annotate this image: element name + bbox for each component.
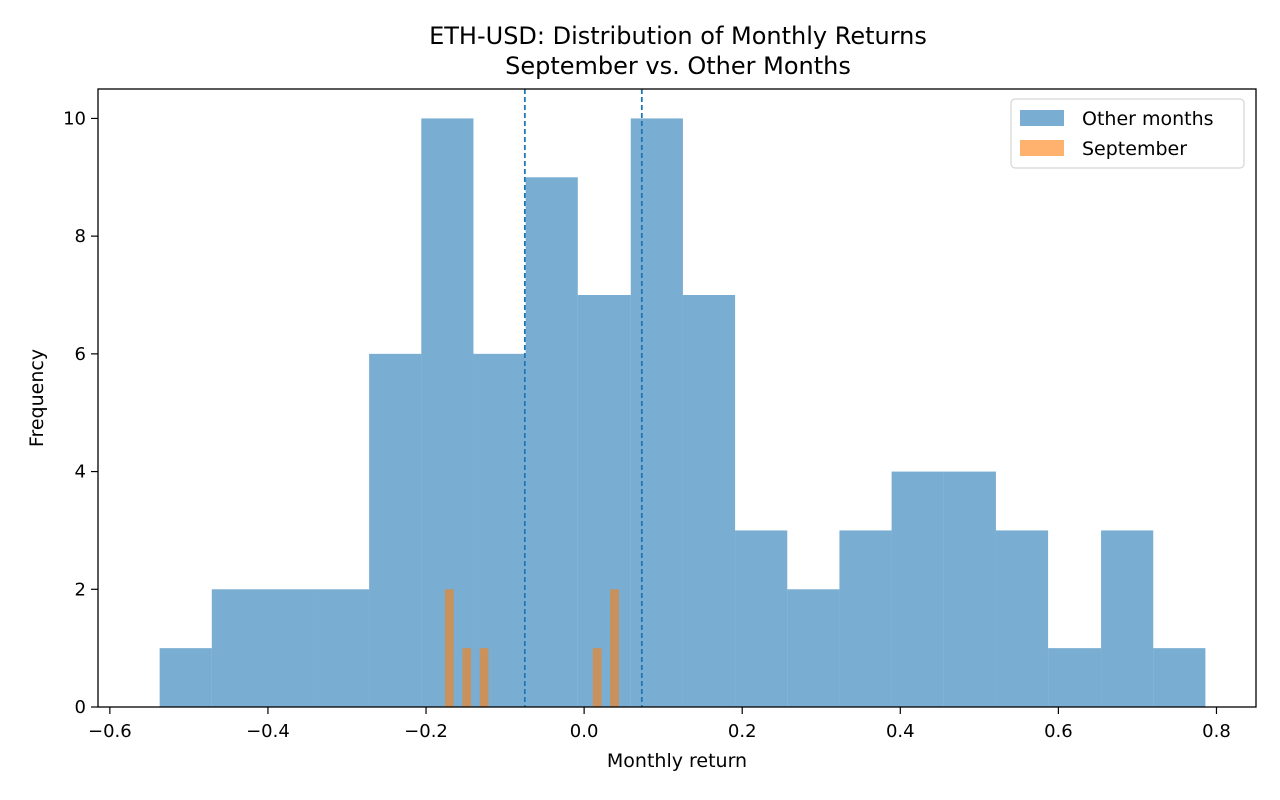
plot-frame: [97, 88, 1257, 708]
x-tick-label: −0.2: [404, 721, 448, 742]
y-tick-label: 0: [75, 697, 86, 718]
x-axis-ticks: −0.6 −0.4 −0.2 0.0 0.2 0.4 0.6 0.8: [88, 707, 1231, 742]
x-tick-label: 0.8: [1202, 721, 1231, 742]
bar-other-months: [682, 295, 736, 707]
chart-subtitle: September vs. Other Months: [505, 52, 851, 80]
bar-other-months: [1048, 648, 1102, 707]
legend: Other months September: [1010, 98, 1245, 169]
reference-lines-layer: [523, 89, 643, 707]
legend-swatch-september: [1020, 140, 1064, 156]
legend-box: [1010, 98, 1245, 169]
bar-other-months: [1153, 648, 1206, 707]
bar-other-months: [735, 530, 788, 707]
y-tick-label: 10: [63, 108, 86, 129]
legend-label-september: September: [1082, 138, 1187, 160]
bar-september: [592, 648, 602, 707]
y-tick-label: 2: [75, 579, 86, 600]
x-tick-label: −0.4: [246, 721, 290, 742]
legend-swatch-other-months: [1020, 110, 1064, 126]
y-tick-label: 6: [75, 344, 86, 365]
bar-other-months: [316, 589, 370, 707]
bar-other-months: [630, 118, 683, 707]
bar-other-months: [263, 589, 317, 707]
bar-other-months: [1101, 530, 1154, 707]
bar-other-months: [159, 648, 212, 707]
x-axis-label: Monthly return: [607, 750, 747, 772]
bar-other-months: [369, 353, 422, 707]
bar-other-months: [525, 177, 578, 708]
bar-september: [462, 648, 472, 707]
x-tick-label: 0.4: [886, 721, 915, 742]
x-tick-label: −0.6: [88, 721, 132, 742]
chart-title: ETH-USD: Distribution of Monthly Returns: [429, 22, 927, 50]
bar-other-months: [839, 530, 892, 707]
bar-other-months: [943, 471, 996, 707]
y-tick-label: 8: [75, 226, 86, 247]
x-tick-label: 0.0: [570, 721, 599, 742]
bar-other-months: [995, 530, 1049, 707]
x-tick-label: 0.6: [1044, 721, 1073, 742]
bar-september: [610, 589, 619, 707]
x-tick-label: 0.2: [728, 721, 757, 742]
legend-label-other-months: Other months: [1082, 108, 1214, 130]
bar-other-months: [891, 471, 944, 707]
bars-layer: [159, 118, 1206, 708]
bar-other-months: [787, 589, 840, 707]
y-axis-label: Frequency: [26, 349, 48, 447]
y-axis-ticks: 0 2 4 6 8 10: [63, 108, 98, 718]
bar-september: [479, 648, 489, 707]
bar-september: [445, 589, 454, 707]
bar-other-months: [211, 589, 264, 707]
y-tick-label: 4: [75, 462, 86, 483]
bar-other-months: [577, 295, 631, 707]
